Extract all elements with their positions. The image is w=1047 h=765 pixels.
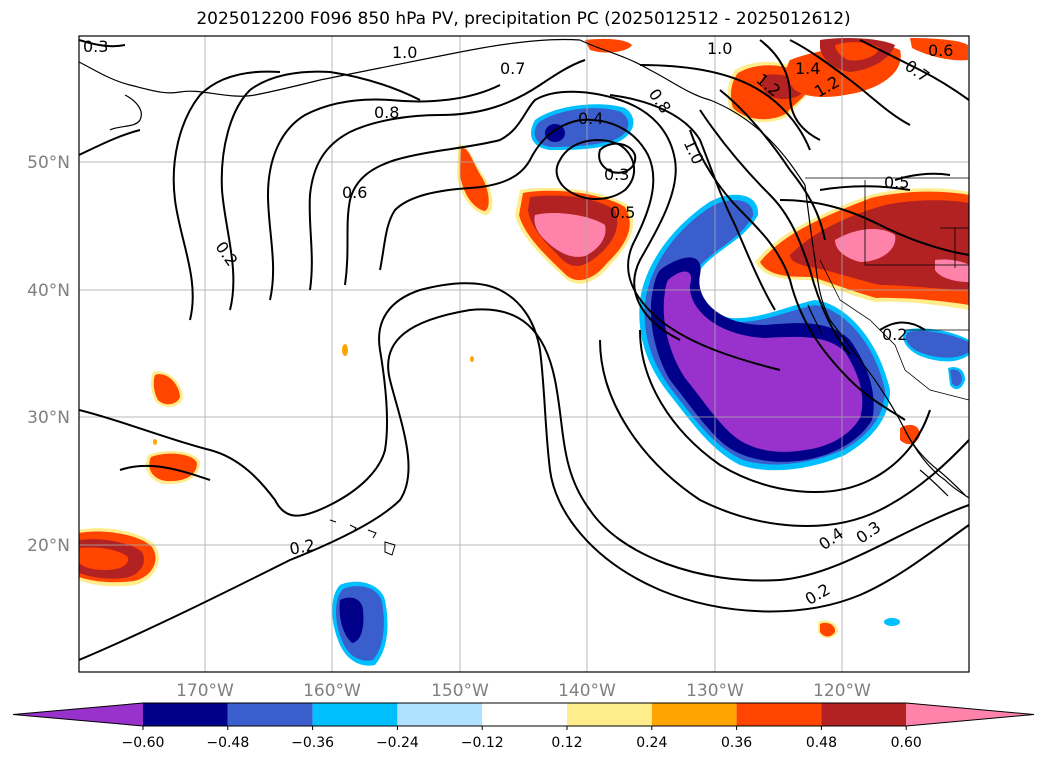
colorbar-segment [482, 703, 567, 726]
pv-contours [79, 39, 969, 661]
graticule [79, 36, 969, 672]
colorbar-tick-label: −0.24 [376, 735, 419, 751]
latitude-labels: 50°N 40°N 30°N 20°N [27, 153, 70, 556]
lon-label-120w: 120°W [813, 681, 871, 701]
contour-label: 1.4 [795, 59, 820, 78]
colorbar-segment [312, 703, 398, 726]
colorbar-segment [227, 703, 313, 726]
contour-label: 0.5 [610, 203, 635, 222]
colorbar-extend-high [906, 703, 1034, 726]
lat-label-20n: 20°N [27, 536, 70, 556]
map-plot-area: 0.3 1.0 1.0 0.7 0.6 0.8 0.6 0.2 0.4 0.3 … [79, 36, 969, 672]
colorbar-tick-label: 0.36 [721, 735, 752, 751]
colorbar-tick-label: −0.48 [206, 735, 249, 751]
contour-label: 0.6 [928, 41, 953, 60]
lon-label-160w: 160°W [303, 681, 361, 701]
contour-label: 0.2 [288, 535, 316, 558]
map-title: 2025012200 F096 850 hPa PV, precipitatio… [196, 9, 851, 29]
lon-label-170w: 170°W [176, 681, 234, 701]
contour-label: 0.3 [604, 165, 629, 184]
longitude-labels: 170°W 160°W 150°W 140°W 130°W 120°W [176, 681, 871, 701]
colorbar-segment [651, 703, 737, 726]
north-america-west-coast [804, 184, 969, 499]
contour-label: 0.4 [578, 109, 603, 128]
colorbar-tick-label: 0.12 [551, 735, 582, 751]
contour-label: 1.0 [707, 39, 732, 58]
contour-label: 0.7 [500, 59, 525, 78]
contour-label: 0.6 [342, 183, 367, 202]
contour-label: 0.3 [83, 37, 108, 56]
colorbar-tick-label: −0.60 [122, 735, 165, 751]
contour-label: 0.5 [884, 173, 909, 192]
lon-label-130w: 130°W [686, 681, 744, 701]
colorbar-tick-label: −0.12 [461, 735, 504, 751]
colorbar-tick-label: −0.36 [291, 735, 334, 751]
colorbar-segment [821, 703, 907, 726]
alaska-coastline [79, 38, 581, 97]
contour-label: 1.0 [392, 43, 417, 62]
colorbar-segment [567, 703, 652, 726]
contour-label: 0.2 [882, 325, 907, 344]
colorbar-extend-low [13, 703, 143, 726]
colorbar-segment [143, 703, 228, 726]
map-frame [78, 35, 970, 673]
colorbar-tick-label: 0.60 [891, 735, 922, 751]
colorbar-tick-label: 0.24 [636, 735, 667, 751]
colorbar: −0.60 −0.48 −0.36 −0.24 −0.12 0.12 0.24 0.36 0.4… [12, 702, 1035, 751]
colorbar-segment [736, 703, 822, 726]
lon-label-150w: 150°W [431, 681, 489, 701]
lat-label-40n: 40°N [27, 281, 70, 301]
colorbar-tick-label: 0.48 [806, 735, 837, 751]
lat-label-50n: 50°N [27, 153, 70, 173]
precip-positive-shading [79, 37, 969, 638]
lon-label-140w: 140°W [558, 681, 616, 701]
colorbar-segment [397, 703, 483, 726]
precip-negative-shading [332, 104, 969, 666]
lat-label-30n: 30°N [27, 408, 70, 428]
contour-label: 0.8 [374, 103, 399, 122]
